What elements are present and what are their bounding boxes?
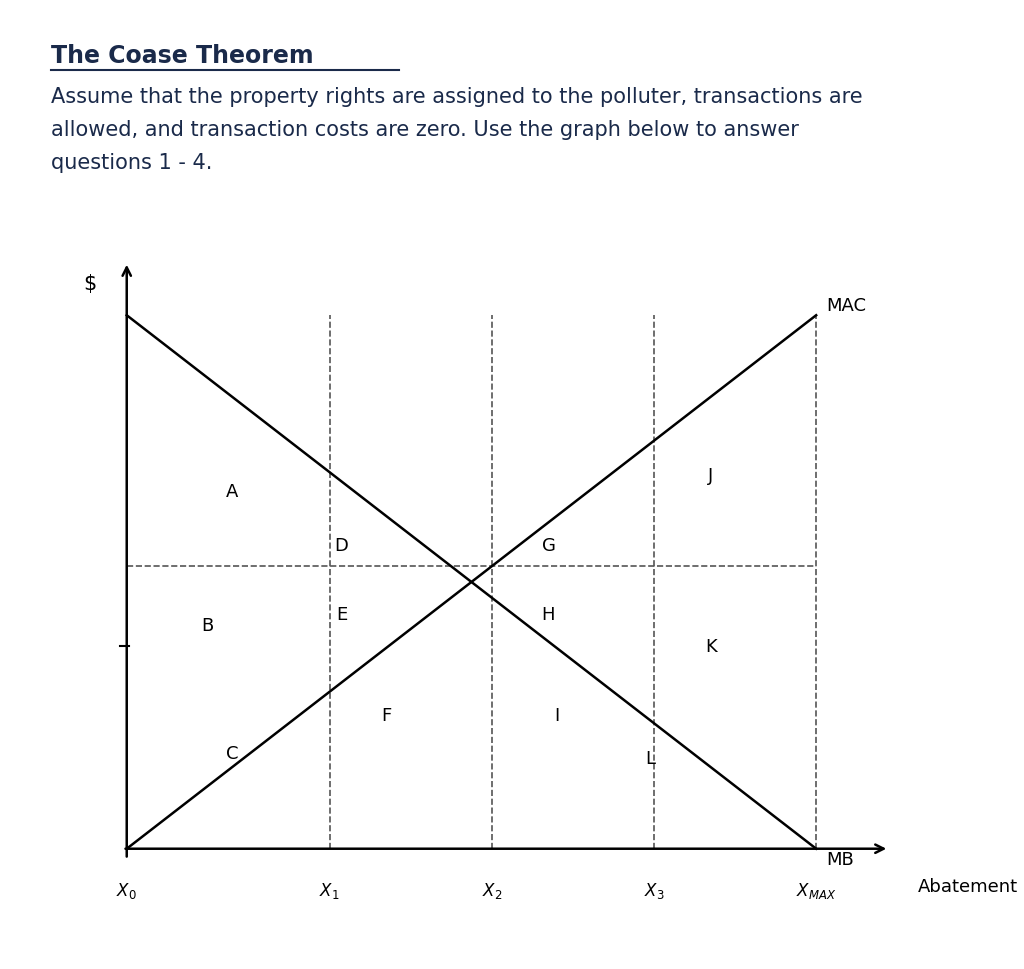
Text: $X_3$: $X_3$ [644, 880, 665, 900]
Text: $X_0$: $X_0$ [117, 880, 137, 900]
Text: B: B [202, 616, 214, 634]
Text: $X_1$: $X_1$ [319, 880, 340, 900]
Text: MB: MB [826, 851, 854, 868]
Text: G: G [542, 536, 555, 554]
Text: H: H [542, 606, 555, 623]
Text: J: J [708, 467, 714, 484]
Text: Assume that the property rights are assigned to the polluter, transactions are: Assume that the property rights are assi… [51, 87, 863, 108]
Text: $: $ [84, 274, 97, 294]
Text: L: L [645, 749, 655, 767]
Text: E: E [336, 606, 347, 623]
Text: K: K [705, 638, 717, 655]
Text: A: A [226, 483, 239, 501]
Text: MAC: MAC [826, 297, 866, 314]
Text: F: F [381, 706, 391, 725]
Text: Abatement: Abatement [918, 877, 1018, 895]
Text: questions 1 - 4.: questions 1 - 4. [51, 153, 213, 173]
Text: D: D [335, 536, 348, 554]
Text: C: C [226, 744, 239, 762]
Text: $X_{MAX}$: $X_{MAX}$ [796, 880, 837, 900]
Text: The Coase Theorem: The Coase Theorem [51, 44, 313, 68]
Text: I: I [554, 706, 559, 725]
Text: allowed, and transaction costs are zero. Use the graph below to answer: allowed, and transaction costs are zero.… [51, 120, 799, 141]
Text: $X_2$: $X_2$ [481, 880, 502, 900]
